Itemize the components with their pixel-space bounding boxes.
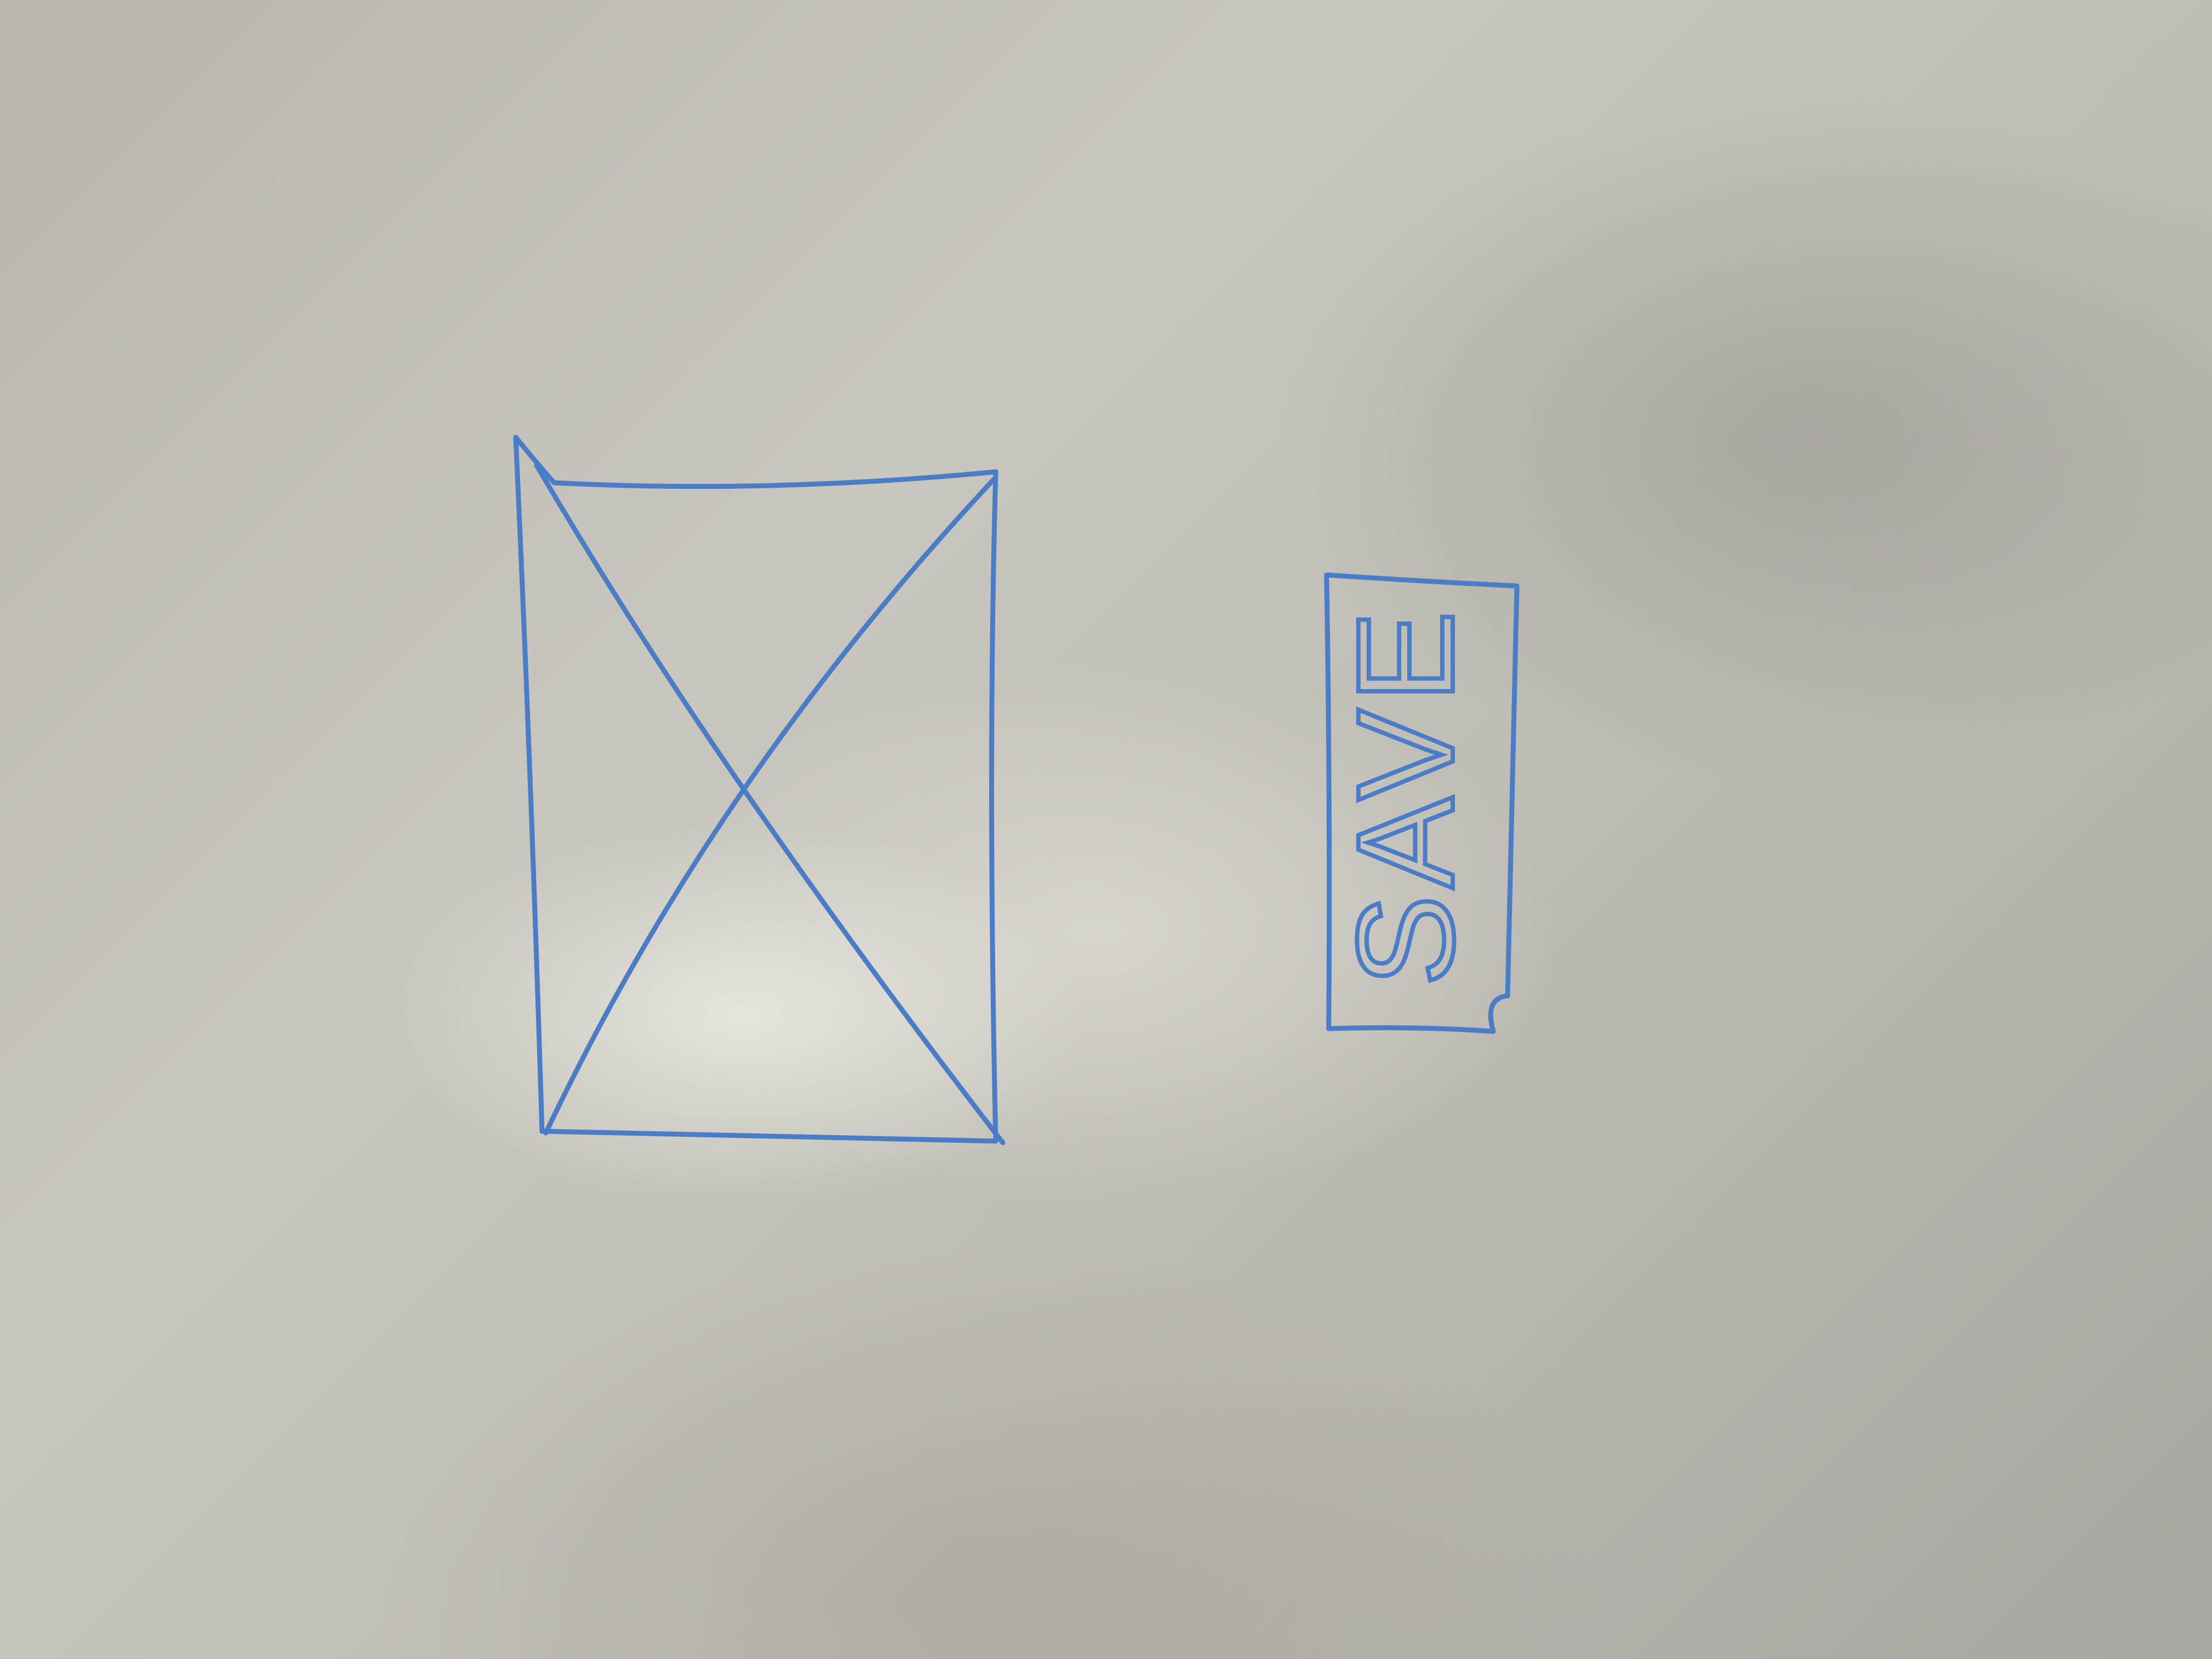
button-label[interactable]: SAVE: [1327, 602, 1484, 989]
save-button[interactable]: SAVE: [1324, 572, 1520, 1034]
placeholder-diagonal: [534, 462, 1006, 1146]
placeholder-diagonal: [543, 475, 998, 1136]
placeholder-frame: [513, 435, 998, 1144]
button-frame[interactable]: [1324, 572, 1520, 1034]
image-placeholder: [513, 435, 1006, 1146]
